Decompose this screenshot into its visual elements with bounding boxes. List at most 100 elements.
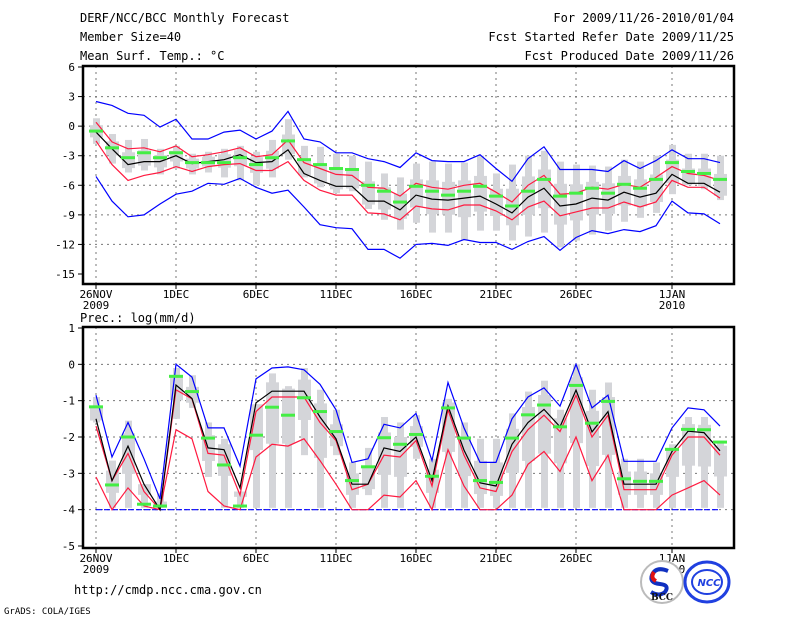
bcc-logo: BCC <box>640 560 684 604</box>
observed-mark <box>137 151 151 155</box>
grads-credit: GrADS: COLA/IGES <box>4 607 91 617</box>
y-tick-label: 6 <box>68 61 75 74</box>
observed-mark <box>697 428 711 432</box>
ensemble-range-bar <box>445 398 452 508</box>
y-tick-label: 0 <box>68 120 75 133</box>
observed-mark <box>713 440 727 444</box>
observed-mark <box>297 158 311 162</box>
ensemble-box <box>474 460 487 495</box>
observed-mark <box>169 151 183 155</box>
y-tick-label: -15 <box>55 268 75 281</box>
observed-mark <box>633 186 647 190</box>
ensemble-range-bar <box>237 491 244 508</box>
series-red-upper <box>95 121 721 203</box>
ensemble-box <box>314 163 327 184</box>
series-blue-lower <box>95 176 721 259</box>
footer-url[interactable]: http://cmdp.ncc.cma.gov.cn <box>74 583 262 597</box>
ensemble-range-bar <box>157 493 164 508</box>
observed-mark <box>473 479 487 483</box>
observed-mark <box>377 436 391 440</box>
observed-mark <box>409 432 423 436</box>
observed-mark <box>665 161 679 165</box>
series-blue-upper <box>95 100 721 183</box>
observed-mark <box>553 194 567 198</box>
observed-mark <box>649 177 663 181</box>
observed-mark <box>361 183 375 187</box>
observed-mark <box>121 156 135 160</box>
ensemble-box <box>714 173 727 196</box>
y-tick-label: -2 <box>62 431 75 444</box>
observed-mark <box>361 465 375 469</box>
observed-mark <box>249 163 263 167</box>
observed-mark <box>281 413 295 417</box>
y-tick-label: -12 <box>55 238 75 251</box>
x-tick-label: 6DEC <box>243 552 270 565</box>
ensemble-box <box>458 180 471 218</box>
series-ensemble-mean <box>95 383 721 512</box>
observed-mark <box>489 194 503 198</box>
observed-mark <box>105 483 119 487</box>
observed-mark <box>393 200 407 204</box>
chart-title: DERF/NCC/BCC Monthly Forecast <box>80 11 290 25</box>
ensemble-box <box>490 462 503 496</box>
ensemble-box <box>586 410 599 467</box>
x-tick-label: 1DEC <box>163 288 190 301</box>
x-tick-label: 26DEC <box>559 288 592 301</box>
x-tick-label: 16DEC <box>399 552 432 565</box>
x-tick-label: 6DEC <box>243 288 270 301</box>
ensemble-box <box>330 424 343 447</box>
x-tick-year: 2009 <box>83 299 110 312</box>
ensemble-box <box>298 379 311 420</box>
observed-mark <box>249 433 263 437</box>
observed-mark <box>393 442 407 446</box>
observed-mark <box>345 479 359 483</box>
observed-mark <box>537 403 551 407</box>
observed-mark <box>121 435 135 439</box>
observed-mark <box>105 146 119 150</box>
observed-mark <box>425 474 439 478</box>
observed-mark <box>457 189 471 193</box>
observed-mark <box>233 504 247 508</box>
x-tick-label: 16DEC <box>399 288 432 301</box>
observed-mark <box>633 479 647 483</box>
observed-mark <box>441 193 455 197</box>
y-tick-label: -5 <box>62 540 75 553</box>
ensemble-box <box>618 175 631 206</box>
ensemble-range-bar <box>141 484 148 508</box>
y-tick-label: -6 <box>62 179 75 192</box>
ensemble-box <box>218 444 231 476</box>
ensemble-box <box>394 193 407 219</box>
x-tick-label: 11DEC <box>319 552 352 565</box>
observed-mark <box>537 177 551 181</box>
observed-mark <box>569 383 583 387</box>
observed-mark <box>569 191 583 195</box>
x-tick-year: 2010 <box>659 299 686 312</box>
y-tick-label: -4 <box>62 504 76 517</box>
observed-mark <box>313 410 327 414</box>
observed-mark <box>153 504 167 508</box>
fcst-started-date: Fcst Started Refer Date 2009/11/25 <box>488 30 734 44</box>
ensemble-box <box>426 180 439 215</box>
ensemble-box <box>570 377 583 444</box>
observed-mark <box>233 156 247 160</box>
observed-mark <box>585 186 599 190</box>
observed-mark <box>297 396 311 400</box>
series-blue-upper <box>95 362 721 500</box>
plot-frame <box>81 64 736 286</box>
ensemble-box <box>410 426 423 447</box>
x-tick-label: 1JAN <box>659 288 686 301</box>
ensemble-box <box>634 179 647 207</box>
x-tick-year: 2009 <box>83 563 110 576</box>
observed-mark <box>665 447 679 451</box>
x-tick-label: 21DEC <box>479 288 512 301</box>
observed-mark <box>169 374 183 378</box>
y-tick-label: 3 <box>68 91 75 104</box>
observed-mark <box>425 189 439 193</box>
ensemble-box <box>138 484 151 495</box>
x-tick-label: 11DEC <box>319 288 352 301</box>
series-red-lower <box>95 140 721 221</box>
x-tick-label: 1DEC <box>163 552 190 565</box>
observed-mark <box>313 163 327 167</box>
ensemble-box <box>650 174 663 203</box>
